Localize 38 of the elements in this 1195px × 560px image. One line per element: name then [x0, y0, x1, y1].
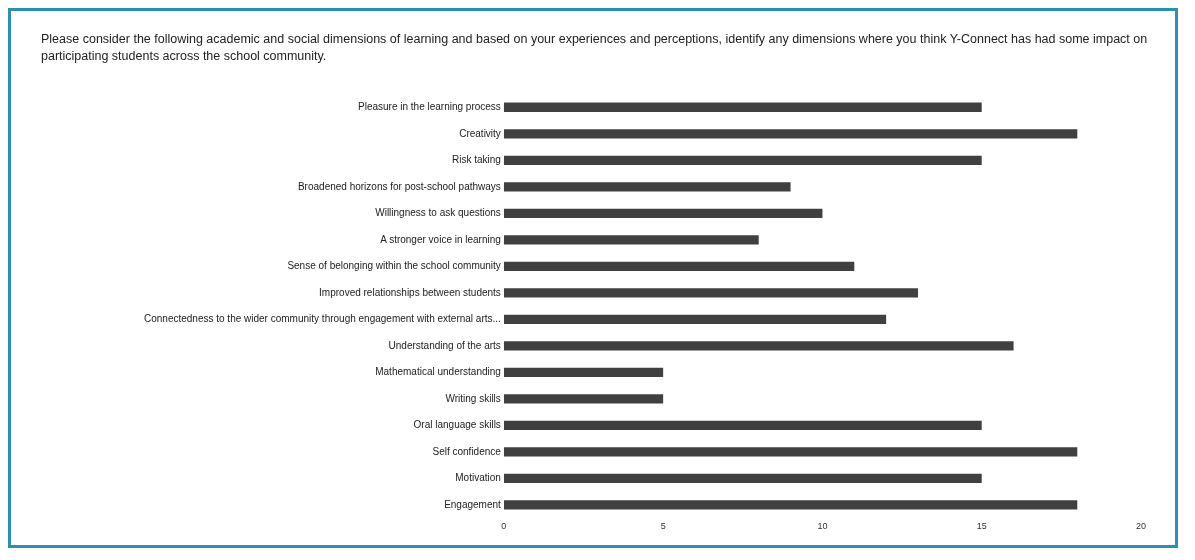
y-tick-label: Connectedness to the wider community through engagement with external arts... — [143, 313, 501, 325]
x-tick-label: 0 — [501, 521, 507, 532]
y-tick-label: Sense of belonging within the school community — [287, 260, 501, 272]
bar — [503, 182, 791, 192]
bar — [503, 367, 664, 378]
bar — [503, 420, 982, 431]
bar — [503, 235, 759, 245]
y-tick-label: Engagement — [444, 498, 502, 510]
x-tick-label: 15 — [976, 521, 987, 532]
y-tick-label: Risk taking — [451, 154, 501, 166]
bar — [503, 500, 1078, 510]
y-tick-label: Improved relationships between students — [319, 286, 501, 298]
chart-title: Please consider the following academic and social dimensions of learning and based on your experiences and perceptions, identify any dimensions where you think Y-Connect has had some impact on participating students across the school community. — [41, 31, 1149, 65]
bar — [503, 288, 918, 298]
bar — [503, 473, 982, 484]
y-tick-label: Mathematical understanding — [375, 366, 501, 378]
y-tick-label: Understanding of the arts — [388, 339, 501, 351]
bar — [503, 341, 1014, 351]
bar — [503, 129, 1078, 139]
y-tick-label: Creativity — [459, 127, 501, 139]
y-tick-label: Self confidence — [432, 445, 502, 457]
y-tick-label: Motivation — [455, 472, 501, 484]
x-tick-label: 20 — [1135, 521, 1147, 532]
bar — [503, 102, 982, 112]
x-tick-label: 5 — [660, 521, 666, 532]
y-tick-label: Pleasure in the learning process — [357, 101, 501, 113]
bar — [503, 208, 823, 218]
y-tick-label: Willingness to ask questions — [375, 207, 501, 219]
y-tick-label: A stronger voice in learning — [380, 233, 501, 245]
bar — [503, 314, 887, 324]
y-tick-label: Broadened horizons for post-school pathways — [297, 180, 501, 192]
bar — [503, 394, 664, 404]
bar — [503, 447, 1078, 457]
x-tick-label: 10 — [817, 521, 828, 532]
y-tick-label: Writing skills — [445, 392, 501, 404]
bar — [503, 261, 855, 271]
y-tick-label: Oral language skills — [413, 419, 501, 431]
bar — [503, 155, 982, 165]
